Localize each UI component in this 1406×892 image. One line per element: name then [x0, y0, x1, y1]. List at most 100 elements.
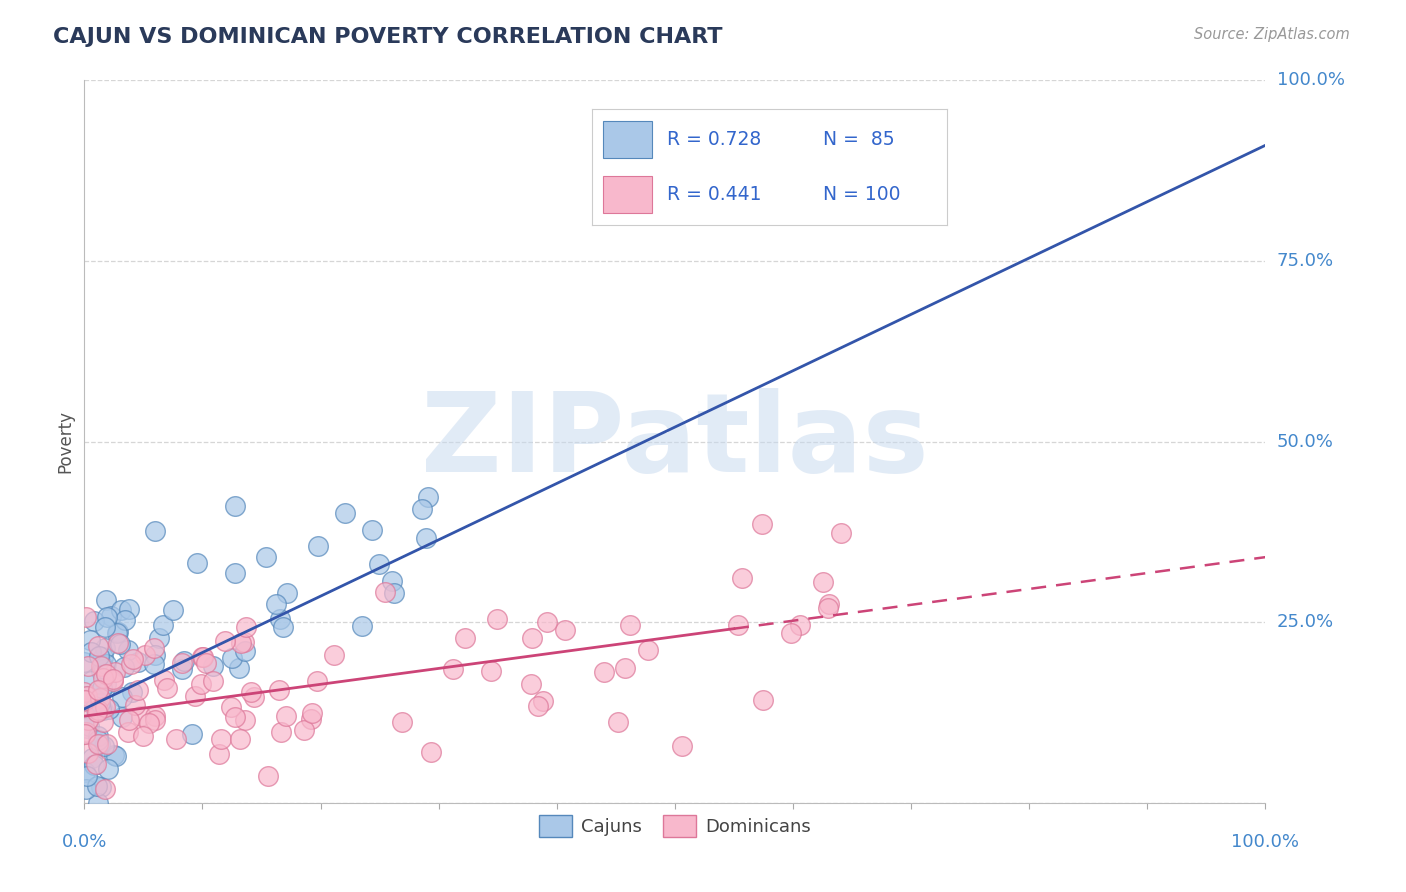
Point — [233, 713, 256, 727]
Point — [75, 765, 97, 780]
Point — [127, 655, 149, 669]
Point — [264, 597, 287, 611]
Point — [89, 737, 111, 751]
Point — [138, 716, 160, 731]
Point — [96, 737, 118, 751]
Point — [143, 648, 166, 663]
Point — [811, 574, 834, 589]
Point — [117, 724, 139, 739]
Point — [257, 769, 280, 783]
Point — [637, 642, 659, 657]
Y-axis label: Poverty: Poverty — [56, 410, 75, 473]
Point — [536, 615, 558, 630]
Point — [77, 659, 100, 673]
Point — [87, 796, 110, 810]
Point — [96, 667, 118, 681]
Point — [104, 749, 127, 764]
Point — [214, 634, 236, 648]
Point — [418, 490, 440, 504]
Point — [221, 699, 243, 714]
Point — [83, 691, 105, 706]
Point — [93, 699, 115, 714]
Point — [333, 506, 356, 520]
Point — [186, 556, 208, 570]
Point — [76, 689, 98, 703]
Point — [292, 723, 315, 738]
Point — [267, 682, 290, 697]
Point — [75, 610, 97, 624]
Point — [727, 617, 749, 632]
Point — [479, 664, 502, 678]
Point — [411, 501, 433, 516]
Point — [271, 620, 294, 634]
Point — [221, 651, 243, 665]
Point — [520, 677, 543, 691]
Point — [121, 685, 143, 699]
Point — [86, 703, 108, 717]
Point — [87, 729, 110, 743]
Point — [79, 633, 101, 648]
Point — [184, 689, 207, 703]
Point — [155, 681, 177, 695]
Point — [361, 524, 384, 538]
Point — [80, 674, 103, 689]
Point — [84, 700, 107, 714]
Point — [224, 710, 246, 724]
Point — [105, 625, 128, 640]
Text: 25.0%: 25.0% — [1277, 613, 1334, 632]
Text: ZIPatlas: ZIPatlas — [420, 388, 929, 495]
Point — [100, 609, 122, 624]
Point — [243, 690, 266, 704]
Point — [162, 603, 184, 617]
Point — [307, 674, 329, 689]
Point — [202, 673, 225, 688]
Point — [89, 690, 111, 705]
Text: 50.0%: 50.0% — [1277, 433, 1333, 450]
Point — [118, 602, 141, 616]
Point — [486, 612, 509, 626]
Point — [121, 651, 143, 665]
Point — [301, 706, 323, 721]
Text: CAJUN VS DOMINICAN POVERTY CORRELATION CHART: CAJUN VS DOMINICAN POVERTY CORRELATION C… — [53, 27, 723, 46]
Point — [117, 643, 139, 657]
Point — [373, 585, 395, 599]
Point — [94, 620, 117, 634]
Point — [209, 732, 232, 747]
Point — [87, 649, 110, 664]
Point — [531, 694, 554, 708]
Point — [83, 757, 105, 772]
Point — [554, 624, 576, 638]
Point — [830, 526, 852, 541]
Point — [96, 592, 118, 607]
Point — [91, 649, 114, 664]
Point — [98, 701, 121, 715]
Point — [107, 625, 129, 640]
Point — [87, 738, 110, 752]
Point — [191, 650, 214, 665]
Point — [143, 641, 166, 656]
Point — [143, 708, 166, 723]
Point — [619, 618, 641, 632]
Legend: Cajuns, Dominicans: Cajuns, Dominicans — [531, 808, 818, 845]
Point — [77, 718, 100, 732]
Point — [172, 657, 194, 671]
Point — [83, 614, 105, 628]
Point — [96, 657, 118, 671]
Point — [240, 685, 263, 699]
Point — [231, 636, 253, 650]
Point — [201, 659, 224, 673]
Point — [143, 524, 166, 538]
Point — [108, 637, 131, 651]
Point — [233, 644, 256, 658]
Point — [104, 665, 127, 679]
Point — [93, 739, 115, 753]
Point — [307, 539, 329, 553]
Point — [90, 780, 112, 794]
Point — [391, 715, 413, 730]
Point — [76, 721, 98, 735]
Point — [86, 779, 108, 793]
Point — [165, 731, 187, 746]
Point — [367, 557, 389, 571]
Point — [91, 681, 114, 695]
Point — [276, 709, 298, 723]
